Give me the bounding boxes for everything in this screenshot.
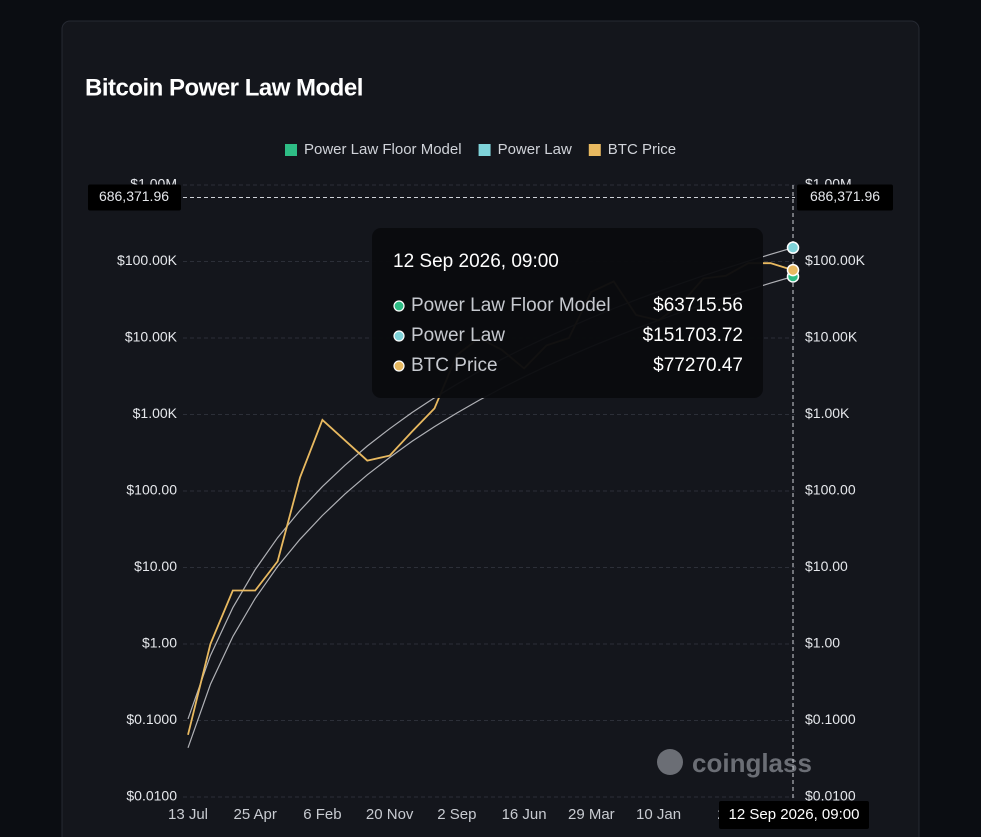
x-tick-label: 29 Mar [568, 806, 615, 823]
y-tick-label: $0.0100 [126, 788, 177, 804]
crosshair-y-label: 686,371.96 [99, 188, 169, 204]
y-tick-label-right: $0.0100 [805, 788, 856, 804]
y-tick-label-right: $0.1000 [805, 711, 856, 727]
crosshair-label-bg [88, 184, 181, 211]
tooltip-dot [393, 330, 405, 342]
x-tick-label: 10 Jan [636, 806, 681, 823]
legend-swatch [588, 144, 601, 156]
tooltip-value: $63715.56 [653, 295, 743, 316]
x-tick-label: 13 Jul [168, 806, 208, 823]
crosshair-y-label-right: 686,371.96 [810, 188, 880, 204]
crosshair-x-label: 12 Sep 2026, 09:00 [729, 806, 860, 823]
end-marker [786, 241, 800, 254]
chart-title: Bitcoin Power Law Model [85, 74, 363, 101]
tooltip-value: $77270.47 [653, 355, 743, 376]
watermark: coinglass [692, 748, 812, 778]
y-tick-label-right: $1.00K [805, 405, 850, 421]
tooltip-title: 12 Sep 2026, 09:00 [393, 251, 559, 272]
x-tick-label: 6 Feb [303, 806, 341, 823]
y-tick-label: $100.00 [126, 482, 177, 498]
y-tick-label: $0.1000 [126, 711, 177, 727]
x-tick-label: 16 Jun [502, 806, 547, 823]
y-tick-label-right: $1.00 [805, 635, 840, 651]
y-tick-label: $10.00 [134, 558, 177, 574]
watermark-logo [657, 749, 683, 775]
y-tick-label: $10.00K [125, 329, 178, 345]
legend-label: BTC Price [608, 141, 676, 158]
y-tick-label: $1.00K [133, 405, 178, 421]
y-tick-label-right: $10.00 [805, 558, 848, 574]
crosshair-label-bg [797, 184, 893, 211]
card [61, 20, 920, 837]
tooltip-name: BTC Price [411, 355, 498, 376]
tooltip-name: Power Law Floor Model [411, 295, 611, 316]
crosshair-label-bg [719, 801, 869, 829]
y-tick-label-right: $100.00 [805, 482, 856, 498]
tooltip-value: $151703.72 [643, 325, 743, 346]
y-tick-label-right: $100.00K [805, 252, 866, 268]
tooltip-name: Power Law [411, 325, 505, 346]
x-tick-label: 2 Sep [437, 806, 476, 823]
tooltip-dot [393, 360, 405, 372]
legend-label: Power Law [498, 141, 572, 158]
legend-label: Power Law Floor Model [304, 141, 462, 158]
x-tick-label: 20 Nov [366, 806, 414, 823]
end-marker [786, 263, 800, 277]
y-tick-label: $1.00 [142, 635, 177, 651]
x-tick-label: 25 Apr [234, 806, 277, 823]
y-tick-label: $100.00K [117, 252, 178, 268]
legend-swatch [478, 144, 491, 156]
tooltip-bg [372, 228, 763, 398]
y-tick-label-right: $10.00K [805, 329, 858, 345]
tooltip-dot [393, 300, 405, 312]
legend-swatch [285, 144, 297, 156]
